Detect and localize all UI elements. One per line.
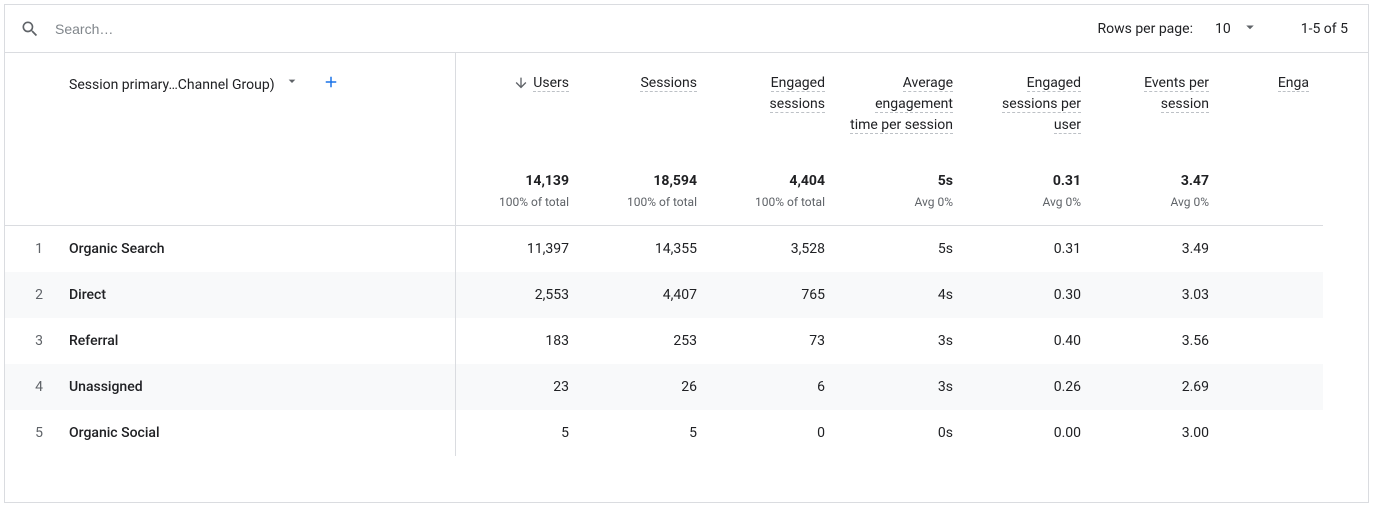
- row-index: 5: [5, 410, 61, 456]
- rows-per-page-label: Rows per page:: [1097, 21, 1192, 37]
- summary-value: 14,139: [464, 173, 569, 189]
- column-label: Engaged sessions per user: [1002, 75, 1081, 134]
- cell-engaged-sessions-per-user: 0.40: [967, 318, 1095, 364]
- page-range: 1-5 of 5: [1301, 21, 1348, 37]
- summary-avg-engagement-time: 5s Avg 0%: [839, 173, 967, 226]
- traffic-report-card: Rows per page: 10 1-5 of 5 Session prima…: [4, 4, 1369, 503]
- summary-sub: Avg 0%: [1103, 195, 1209, 209]
- column-header-engaged-sessions[interactable]: Engaged sessions: [711, 53, 839, 173]
- cell-events-per-session: 3.03: [1095, 272, 1223, 318]
- summary-users: 14,139 100% of total: [455, 173, 583, 226]
- summary-value: 4,404: [719, 173, 825, 189]
- cell-sessions: 14,355: [583, 226, 711, 272]
- summary-value: 18,594: [591, 173, 697, 189]
- rows-per-page-value: 10: [1215, 21, 1231, 37]
- chevron-down-icon: [1241, 18, 1259, 40]
- summary-cutoff: [1223, 173, 1323, 226]
- summary-value: 5s: [847, 173, 953, 189]
- chevron-down-icon: [284, 73, 300, 89]
- column-label: Average engagement time per session: [850, 75, 953, 134]
- column-label: Sessions: [640, 75, 697, 92]
- column-label: Enga: [1278, 75, 1309, 92]
- summary-sub: 100% of total: [464, 195, 569, 209]
- summary-engaged-sessions-per-user: 0.31 Avg 0%: [967, 173, 1095, 226]
- column-header-events-per-session[interactable]: Events per session: [1095, 53, 1223, 173]
- dimension-header: Session primary…Channel Group): [61, 53, 455, 173]
- cell-cutoff: [1223, 364, 1323, 410]
- dimension-label: Session primary…Channel Group): [69, 77, 275, 93]
- summary-events-per-session: 3.47 Avg 0%: [1095, 173, 1223, 226]
- arrow-down-icon: [513, 75, 529, 91]
- search-input[interactable]: [53, 20, 1097, 38]
- column-label: Events per session: [1144, 75, 1209, 113]
- cell-cutoff: [1223, 226, 1323, 272]
- cell-users: 23: [455, 364, 583, 410]
- cell-engaged-sessions-per-user: 0.00: [967, 410, 1095, 456]
- cell-engaged-sessions-per-user: 0.26: [967, 364, 1095, 410]
- column-label: Users: [533, 75, 569, 92]
- summary-value: 3.47: [1103, 173, 1209, 189]
- summary-sub: Avg 0%: [975, 195, 1081, 209]
- add-dimension-button[interactable]: [322, 73, 340, 91]
- rows-per-page-select[interactable]: 10: [1215, 18, 1259, 40]
- cell-engaged-sessions: 73: [711, 318, 839, 364]
- cell-engaged-sessions-per-user: 0.30: [967, 272, 1095, 318]
- report-table: Session primary…Channel Group) Users Ses…: [5, 53, 1368, 456]
- cell-sessions: 26: [583, 364, 711, 410]
- cell-users: 11,397: [455, 226, 583, 272]
- cell-events-per-session: 2.69: [1095, 364, 1223, 410]
- cell-users: 2,553: [455, 272, 583, 318]
- column-header-avg-engagement-time[interactable]: Average engagement time per session: [839, 53, 967, 173]
- cell-events-per-session: 3.56: [1095, 318, 1223, 364]
- row-index: 3: [5, 318, 61, 364]
- cell-events-per-session: 3.49: [1095, 226, 1223, 272]
- cell-users: 5: [455, 410, 583, 456]
- row-dimension[interactable]: Organic Social: [61, 410, 455, 456]
- search-icon: [19, 18, 41, 40]
- cell-avg-engagement-time: 3s: [839, 318, 967, 364]
- cell-sessions: 253: [583, 318, 711, 364]
- cell-cutoff: [1223, 272, 1323, 318]
- cell-avg-engagement-time: 4s: [839, 272, 967, 318]
- column-header-sessions[interactable]: Sessions: [583, 53, 711, 173]
- summary-spacer-dim: [61, 173, 455, 226]
- column-header-engaged-sessions-per-user[interactable]: Engaged sessions per user: [967, 53, 1095, 173]
- row-index: 2: [5, 272, 61, 318]
- summary-sub: 100% of total: [719, 195, 825, 209]
- cell-avg-engagement-time: 5s: [839, 226, 967, 272]
- column-header-cutoff[interactable]: Enga: [1223, 53, 1323, 173]
- summary-spacer-index: [5, 173, 61, 226]
- cell-sessions: 5: [583, 410, 711, 456]
- cell-engaged-sessions: 0: [711, 410, 839, 456]
- column-header-users[interactable]: Users: [455, 53, 583, 173]
- cell-engaged-sessions: 765: [711, 272, 839, 318]
- column-label: Engaged sessions: [770, 75, 825, 113]
- cell-avg-engagement-time: 3s: [839, 364, 967, 410]
- summary-sub: 100% of total: [591, 195, 697, 209]
- cell-avg-engagement-time: 0s: [839, 410, 967, 456]
- summary-value: 0.31: [975, 173, 1081, 189]
- cell-cutoff: [1223, 318, 1323, 364]
- cell-engaged-sessions: 3,528: [711, 226, 839, 272]
- dimension-select[interactable]: Session primary…Channel Group): [69, 73, 300, 93]
- row-dimension[interactable]: Direct: [61, 272, 455, 318]
- cell-events-per-session: 3.00: [1095, 410, 1223, 456]
- summary-engaged-sessions: 4,404 100% of total: [711, 173, 839, 226]
- row-index: 4: [5, 364, 61, 410]
- cell-engaged-sessions: 6: [711, 364, 839, 410]
- summary-sessions: 18,594 100% of total: [583, 173, 711, 226]
- table-toolbar: Rows per page: 10 1-5 of 5: [5, 5, 1368, 53]
- row-dimension[interactable]: Referral: [61, 318, 455, 364]
- header-spacer-index: [5, 53, 61, 173]
- cell-users: 183: [455, 318, 583, 364]
- row-dimension[interactable]: Organic Search: [61, 226, 455, 272]
- row-dimension[interactable]: Unassigned: [61, 364, 455, 410]
- cell-cutoff: [1223, 410, 1323, 456]
- cell-engaged-sessions-per-user: 0.31: [967, 226, 1095, 272]
- cell-sessions: 4,407: [583, 272, 711, 318]
- summary-sub: Avg 0%: [847, 195, 953, 209]
- row-index: 1: [5, 226, 61, 272]
